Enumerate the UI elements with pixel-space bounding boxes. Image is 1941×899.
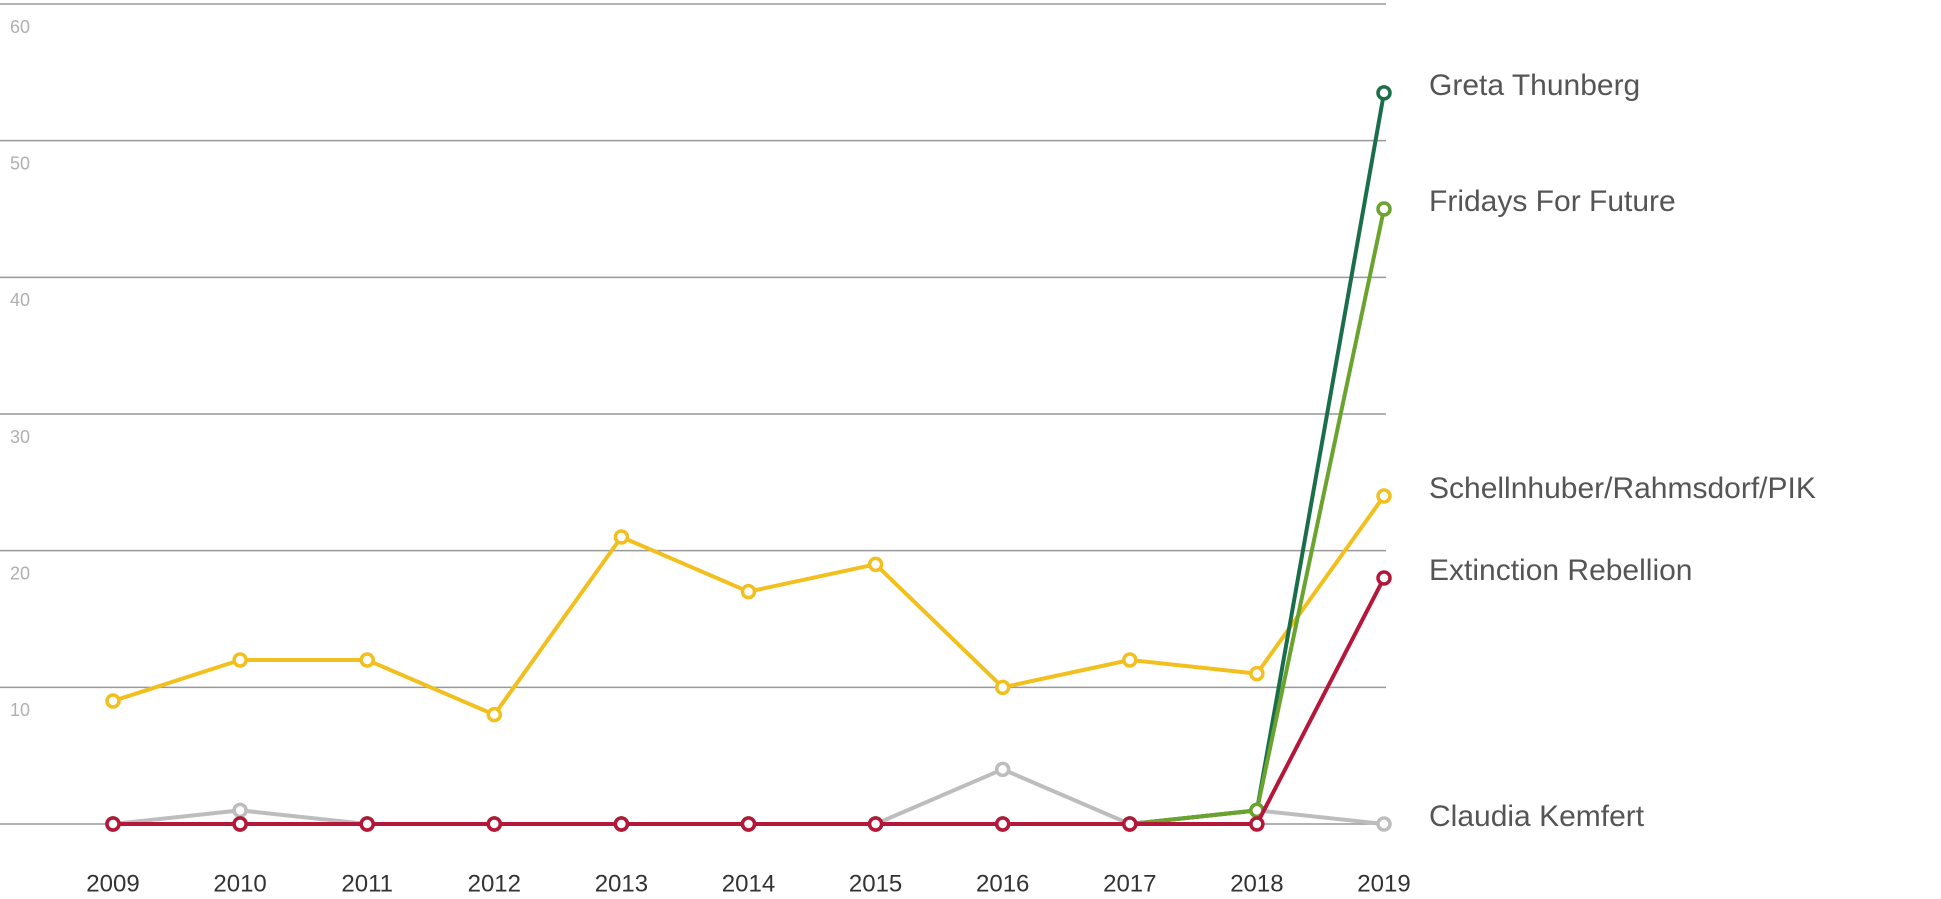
y-tick-label: 10	[10, 700, 30, 720]
point	[613, 816, 630, 832]
x-tick-label: 2014	[722, 870, 775, 897]
point	[1376, 201, 1392, 217]
point	[359, 816, 375, 832]
point	[105, 693, 121, 709]
point	[105, 816, 121, 832]
x-tick-label: 2010	[213, 870, 266, 897]
point	[1376, 488, 1392, 504]
point	[486, 816, 503, 832]
point	[232, 652, 248, 668]
y-tick-label: 30	[10, 427, 30, 447]
point	[867, 816, 884, 832]
point	[232, 802, 248, 819]
series-line	[113, 577, 1386, 826]
x-tick-label: 2016	[976, 870, 1029, 897]
point	[613, 529, 630, 545]
point	[232, 816, 248, 832]
point	[1122, 652, 1138, 668]
series-line	[113, 208, 1386, 826]
series-label: Extinction Rebellion	[1429, 554, 1692, 587]
x-tick-label: 2009	[86, 870, 139, 897]
point	[1249, 816, 1265, 832]
series-line	[112, 494, 1386, 717]
point	[1249, 665, 1265, 682]
point	[867, 556, 884, 573]
point	[740, 816, 757, 832]
point	[486, 706, 503, 723]
series-label: Schellnhuber/Rahmsdorf/PIK	[1429, 472, 1816, 505]
x-tick-label: 2015	[849, 870, 902, 897]
series-label: Claudia Kemfert	[1429, 800, 1645, 833]
y-tick-label: 50	[10, 153, 30, 173]
point	[1122, 816, 1138, 832]
point	[1376, 816, 1392, 832]
series-label: Greta Thunberg	[1429, 69, 1640, 102]
point	[740, 583, 757, 600]
x-tick-label: 2012	[468, 870, 521, 897]
point	[994, 816, 1011, 832]
x-tick-label: 2019	[1357, 870, 1410, 897]
series-label: Fridays For Future	[1429, 185, 1676, 218]
point	[994, 761, 1011, 778]
y-tick-label: 20	[10, 563, 30, 583]
series-line	[113, 92, 1386, 826]
point	[994, 679, 1011, 696]
x-tick-label: 2011	[341, 870, 393, 897]
x-tick-label: 2018	[1230, 870, 1283, 897]
point	[1376, 85, 1392, 101]
x-tick-label: 2017	[1103, 870, 1156, 897]
y-tick-label: 40	[10, 290, 30, 310]
x-tick-label: 2013	[595, 870, 648, 897]
point	[1376, 570, 1392, 586]
y-tick-label: 60	[10, 17, 30, 37]
point	[359, 652, 375, 668]
